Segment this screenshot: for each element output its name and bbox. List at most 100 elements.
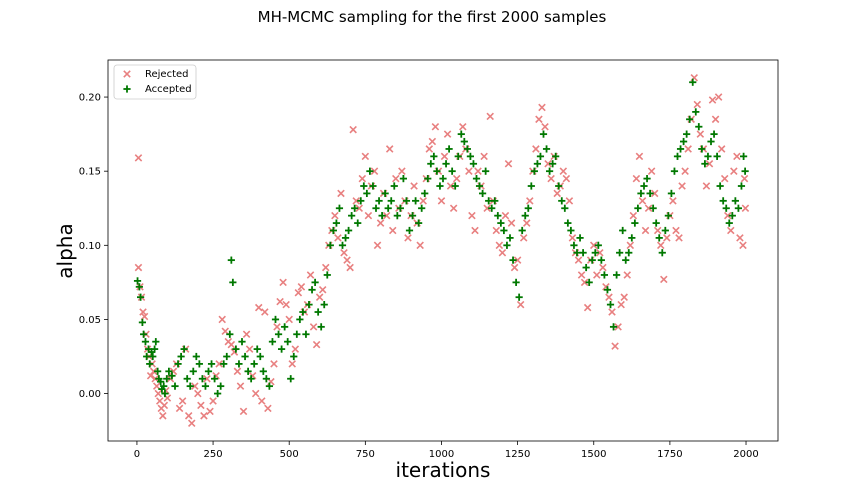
accepted-point-35 [210,375,219,383]
accepted-point-31 [198,375,207,383]
accepted-point-191 [683,130,691,138]
rejected-point-43 [233,367,242,376]
accepted-point-206 [728,212,736,220]
rejected-point-51 [258,397,266,405]
accepted-point-105 [421,189,429,198]
x-tick-label: 750 [356,449,375,460]
accepted-point-6 [143,352,151,361]
accepted-point-68 [308,286,316,294]
accepted-point-211 [741,167,749,175]
x-tick-label: 1000 [429,449,454,460]
rejected-point-17 [159,412,167,420]
accepted-point-154 [570,241,578,249]
accepted-point-181 [652,219,660,227]
rejected-point-110 [437,197,446,205]
rejected-point-92 [382,211,391,220]
rejected-point-45 [239,407,248,416]
accepted-point-27 [186,382,194,390]
rejected-point-90 [376,219,385,227]
accepted-point-57 [274,330,283,338]
rejected-point-177 [641,226,650,235]
y-tick-label: 0.15 [79,167,101,178]
accepted-point-122 [472,174,481,183]
accepted-point-91 [378,212,386,220]
accepted-point-167 [609,323,618,331]
rejected-point-201 [714,93,723,101]
rejected-point-210 [740,174,749,183]
accepted-point-192 [686,115,694,123]
rejected-point-94 [388,226,397,235]
rejected-point-50 [254,303,263,312]
rejected-point-101 [410,182,418,190]
accepted-point-60 [284,338,292,346]
accepted-point-141 [530,167,538,175]
accepted-point-56 [271,315,280,324]
accepted-point-174 [631,219,639,227]
rejected-point-88 [370,167,379,175]
rejected-point-151 [562,174,571,183]
accepted-point-104 [418,204,426,212]
legend-marker-rejected [123,70,131,78]
rejected-point-211 [741,204,750,213]
rejected-point-125 [483,204,491,213]
rejected-point-136 [516,300,525,309]
accepted-point-97 [396,204,404,212]
rejected-point-44 [236,382,245,390]
accepted-point-111 [439,174,447,183]
accepted-point-187 [670,167,679,175]
rejected-point-104 [419,197,427,205]
rejected-point-56 [273,323,281,331]
rejected-point-108 [431,122,440,131]
rejected-point-180 [650,189,659,198]
accepted-point-40 [226,330,234,338]
rejected-point-170 [620,293,628,301]
accepted-point-123 [475,182,484,190]
rejected-point-37 [215,360,223,368]
accepted-point-139 [524,204,532,212]
rejected-point-137 [519,234,528,242]
accepted-point-34 [207,360,216,368]
rejected-point-141 [532,145,540,153]
rejected-point-122 [474,167,482,175]
rejected-point-190 [681,167,689,175]
rejected-point-60 [285,315,293,324]
accepted-point-101 [408,212,417,220]
accepted-point-84 [357,197,365,205]
rejected-point-161 [593,271,601,279]
y-tick-label: 0.00 [79,389,101,400]
rejected-point-99 [404,234,412,242]
rejected-point-175 [635,152,644,161]
rejected-point-191 [684,145,692,153]
rejected-point-171 [623,271,632,279]
accepted-point-102 [411,197,420,205]
rejected-point-176 [638,197,647,205]
y-tick-label: 0.05 [79,315,101,326]
accepted-point-73 [323,271,331,279]
rejected-point-130 [498,248,507,257]
rejected-point-135 [513,256,522,264]
accepted-point-53 [262,375,270,383]
rejected-point-195 [696,130,705,138]
rejected-point-24 [175,404,184,413]
plot-frame [107,59,779,442]
accepted-point-197 [701,160,709,168]
rejected-point-202 [717,145,726,153]
accepted-point-157 [579,249,587,257]
rejected-point-199 [708,96,717,104]
accepted-point-30 [195,360,203,368]
x-tick-label: 1750 [657,449,682,460]
accepted-point-115 [451,182,459,190]
rejected-point-187 [672,226,680,235]
rejected-point-113 [446,182,455,190]
rejected-point-33 [203,374,211,383]
accepted-point-45 [238,338,246,346]
rejected-point-188 [675,234,683,242]
accepted-point-160 [588,256,596,264]
accepted-point-198 [704,152,712,160]
accepted-point-128 [491,197,499,205]
accepted-point-130 [497,219,505,227]
accepted-point-43 [232,345,240,353]
rejected-point-162 [596,248,604,257]
accepted-point-149 [555,182,563,190]
accepted-point-99 [402,197,411,205]
